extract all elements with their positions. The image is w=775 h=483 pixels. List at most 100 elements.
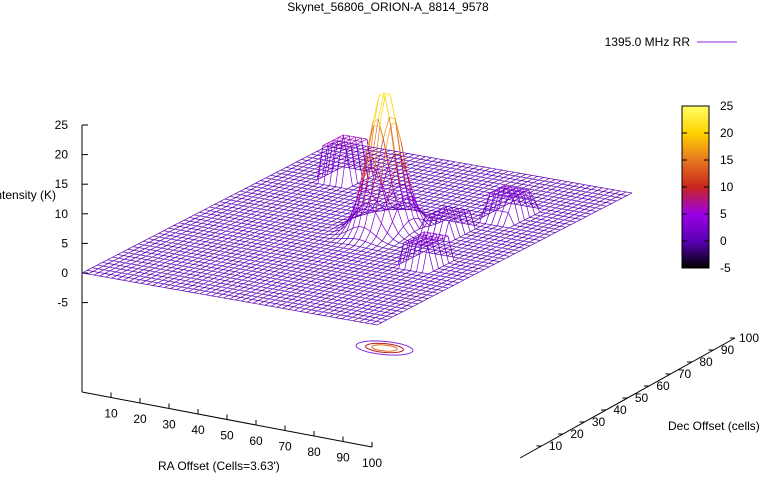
- mesh-line: [356, 279, 362, 283]
- mesh-line: [248, 228, 255, 232]
- mesh-line: [293, 172, 299, 177]
- mesh-line: [278, 211, 285, 214]
- mesh-line: [169, 253, 175, 257]
- mesh-line: [398, 190, 405, 193]
- mesh-line: [361, 145, 367, 150]
- base-box: [81, 305, 736, 459]
- mesh-line: [366, 301, 373, 304]
- mesh-line: [282, 230, 289, 232]
- mesh-line: [478, 187, 484, 191]
- mesh-line: [360, 246, 367, 249]
- mesh-line: [403, 239, 410, 243]
- mesh-line: [512, 242, 519, 245]
- mesh-line: [346, 262, 353, 265]
- mesh-line: [433, 218, 440, 221]
- mesh-line: [423, 199, 430, 203]
- mesh-line: [540, 212, 546, 217]
- mesh-line: [544, 233, 551, 236]
- mesh-line: [396, 152, 403, 156]
- mesh-line: [192, 231, 199, 234]
- mesh-line: [281, 195, 287, 199]
- mesh-line: [335, 208, 341, 212]
- mesh-line: [216, 211, 223, 214]
- mesh-line: [335, 211, 342, 213]
- mesh-line: [200, 269, 207, 274]
- mesh-line: [194, 240, 200, 244]
- mesh-line: [399, 244, 406, 248]
- mesh-line: [264, 301, 271, 303]
- mesh-line: [290, 186, 297, 190]
- mesh-line: [204, 235, 211, 239]
- mesh-line: [516, 180, 522, 184]
- mesh-line: [449, 266, 456, 269]
- mesh-line: [206, 269, 213, 272]
- mesh-line: [417, 172, 424, 175]
- mesh-line: [297, 269, 303, 273]
- mesh-line: [162, 273, 168, 277]
- mesh-line: [361, 138, 368, 143]
- mesh-line: [558, 222, 565, 224]
- mesh-line: [442, 208, 449, 211]
- mesh-line: [360, 247, 367, 252]
- mesh-line: [182, 240, 189, 243]
- mesh-line: [512, 239, 518, 243]
- mesh-line: [199, 262, 205, 266]
- mesh-line: [252, 196, 259, 199]
- mesh-line: [385, 256, 391, 260]
- mesh-line: [220, 280, 226, 284]
- mesh-line: [427, 192, 434, 194]
- mesh-line: [373, 154, 380, 156]
- mesh-line: [163, 255, 170, 257]
- mesh-line: [464, 203, 470, 207]
- mesh-line: [334, 285, 341, 288]
- mesh-line: [422, 246, 428, 273]
- mesh-line: [474, 247, 480, 251]
- mesh-line: [174, 226, 180, 230]
- mesh-line: [291, 214, 297, 219]
- mesh-line: [257, 296, 264, 299]
- mesh-line: [306, 284, 312, 289]
- mesh-line: [598, 197, 605, 200]
- mesh-line: [509, 227, 516, 230]
- mesh-line: [355, 137, 362, 141]
- mesh-line: [93, 272, 100, 276]
- mesh-line: [597, 190, 604, 192]
- mesh-line: [146, 281, 153, 285]
- mesh-line: [239, 293, 246, 296]
- mesh-line: [329, 185, 336, 188]
- mesh-line: [288, 257, 295, 261]
- mesh-line: [276, 306, 283, 309]
- mesh-line: [151, 253, 158, 255]
- mesh-line: [154, 240, 161, 244]
- mesh-line: [579, 184, 585, 188]
- mesh-line: [316, 151, 323, 153]
- mesh-line: [559, 194, 565, 199]
- mesh-line: [457, 197, 464, 199]
- mesh-line: [250, 211, 257, 215]
- mesh-line: [370, 267, 377, 272]
- mesh-line: [199, 240, 206, 243]
- mesh-line: [291, 217, 298, 220]
- mesh-line: [213, 278, 220, 280]
- mesh-line: [373, 95, 380, 126]
- mesh-line: [547, 217, 553, 221]
- mesh-line: [537, 198, 543, 202]
- mesh-line: [221, 283, 227, 288]
- mesh-line: [431, 157, 438, 160]
- mesh-line: [598, 193, 605, 196]
- mesh-line: [313, 267, 320, 270]
- colorbar-tick-label: 15: [720, 153, 734, 167]
- mesh-line: [197, 279, 203, 284]
- mesh-line: [260, 180, 267, 182]
- mesh-line: [415, 162, 422, 166]
- mesh-line: [157, 254, 164, 256]
- mesh-line: [205, 216, 212, 219]
- mesh-line: [366, 189, 372, 195]
- mesh-line: [439, 269, 445, 273]
- mesh-line: [457, 250, 464, 253]
- mesh-line: [501, 191, 508, 196]
- mesh-line: [407, 153, 414, 155]
- mesh-line: [429, 172, 435, 176]
- mesh-line: [341, 293, 348, 296]
